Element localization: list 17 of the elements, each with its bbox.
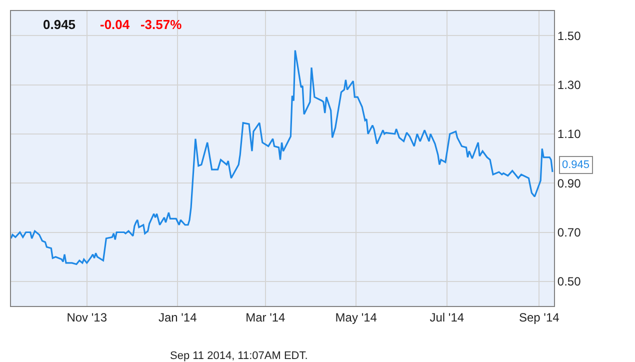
x-tick-label: Nov '13 — [66, 310, 108, 324]
y-tick-label: 1.30 — [557, 78, 582, 92]
annotation: 0.945 — [562, 159, 590, 171]
line-series — [11, 50, 554, 266]
x-tick-label: Mar '14 — [246, 310, 286, 324]
x-tick-label: May '14 — [335, 310, 378, 324]
y-tick-label: 0.50 — [557, 274, 582, 289]
y-tick-label: 0.70 — [557, 225, 582, 240]
text: Sep 11 2014, 11:07AM EDT. — [170, 350, 308, 362]
y-tick-label: 1.50 — [557, 28, 582, 43]
x-tick-label: Jul '14 — [430, 310, 464, 324]
text: 0.945 — [43, 17, 76, 32]
x-tick-label: Sep '14 — [518, 310, 560, 324]
y-tick-label: 1.10 — [557, 127, 582, 142]
x-tick-label: Jan '14 — [158, 310, 198, 324]
text: -0.04 -3.57% — [100, 17, 182, 32]
y-tick-label: 0.90 — [557, 176, 582, 190]
